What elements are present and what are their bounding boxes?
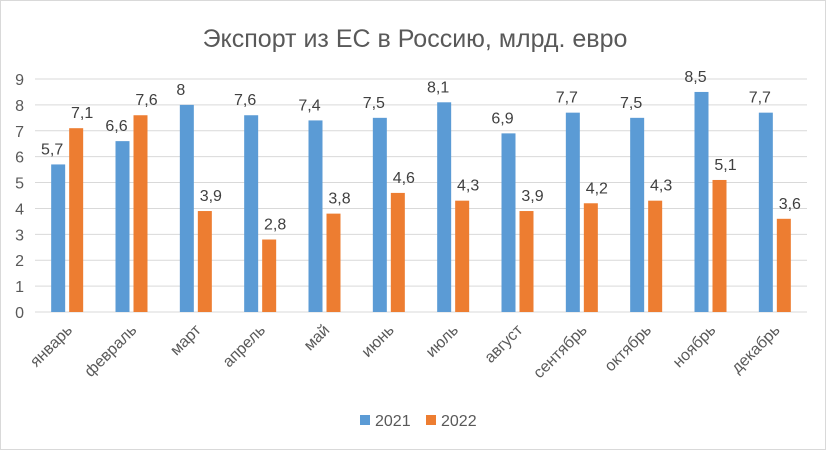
data-label-2022-февраль: 7,6 <box>135 92 157 109</box>
bar-2022-декабрь <box>776 218 791 312</box>
x-tick-label: январь <box>27 322 76 371</box>
data-labels: 5,7 7,1 6,6 7,6 8 3,9 7,6 2,8 7,4 3,8 7,5 4,6 8,1 4,3… <box>41 69 801 234</box>
data-label-2021-июнь: 7,5 <box>363 95 385 112</box>
bar-2021-январь <box>51 164 66 312</box>
y-tick-label: 3 <box>15 227 24 244</box>
bar-2021-февраль <box>115 141 130 312</box>
data-label-2021-октябрь: 7,5 <box>620 95 642 112</box>
bar-2021-декабрь <box>758 112 773 313</box>
bar-2022-август <box>519 211 534 312</box>
bar-2021-август <box>501 133 516 312</box>
x-tick-label: июль <box>423 322 462 361</box>
y-axis-ticks: 0 1 2 3 4 5 6 7 8 9 <box>15 72 24 322</box>
data-label-2022-июль: 4,3 <box>457 178 479 195</box>
data-label-2022-март: 3,9 <box>200 188 222 205</box>
chart-title: Экспорт из ЕС в Россию, млрд. евро <box>203 25 628 53</box>
data-label-2021-март: 8 <box>176 82 185 99</box>
legend-swatch-2022 <box>426 415 436 425</box>
bar-2022-апрель <box>262 239 277 312</box>
data-label-2021-ноябрь: 8,5 <box>684 69 706 86</box>
data-label-2021-апрель: 7,6 <box>234 92 256 109</box>
y-tick-label: 0 <box>15 305 24 322</box>
data-label-2021-февраль: 6,6 <box>105 118 127 135</box>
data-label-2021-июль: 8,1 <box>427 79 449 96</box>
data-label-2022-сентябрь: 4,2 <box>586 180 608 197</box>
bar-2021-июль <box>437 102 452 312</box>
bar-2022-сентябрь <box>583 203 598 312</box>
y-tick-label: 6 <box>15 150 24 167</box>
x-tick-label: декабрь <box>729 322 784 377</box>
legend-swatch-2021 <box>360 415 370 425</box>
data-label-2022-ноябрь: 5,1 <box>714 157 736 174</box>
bar-2021-сентябрь <box>565 112 580 313</box>
data-label-2022-январь: 7,1 <box>71 105 93 122</box>
bar-2022-январь <box>69 128 84 312</box>
data-label-2022-август: 3,9 <box>521 188 543 205</box>
x-tick-label: август <box>482 321 527 366</box>
y-tick-label: 5 <box>15 176 24 193</box>
data-label-2022-октябрь: 4,3 <box>650 178 672 195</box>
y-tick-label: 8 <box>15 98 24 115</box>
data-label-2022-декабрь: 3,6 <box>779 196 801 213</box>
x-tick-label: апрель <box>220 322 269 371</box>
gridlines <box>35 78 807 313</box>
bar-2021-апрель <box>244 115 259 312</box>
bar-2021-май <box>308 120 323 312</box>
data-label-2021-август: 6,9 <box>491 110 513 127</box>
data-label-2021-сентябрь: 7,7 <box>556 90 578 107</box>
data-label-2021-январь: 5,7 <box>41 141 63 158</box>
legend-label-2021: 2021 <box>375 413 411 430</box>
legend: 2021 2022 <box>360 413 477 430</box>
y-tick-label: 4 <box>15 201 24 218</box>
bar-2022-февраль <box>133 115 148 312</box>
bar-2022-июль <box>455 200 470 312</box>
x-tick-label: июнь <box>359 322 398 361</box>
legend-item-2022: 2022 <box>426 413 477 430</box>
bar-2022-май <box>326 213 341 312</box>
x-tick-label: ноябрь <box>670 322 719 371</box>
x-tick-label: февраль <box>82 322 141 381</box>
legend-label-2022: 2022 <box>441 413 477 430</box>
x-tick-label: октябрь <box>602 322 655 375</box>
data-label-2022-июнь: 4,6 <box>393 170 415 187</box>
bar-2021-октябрь <box>630 117 645 312</box>
legend-item-2021: 2021 <box>360 413 411 430</box>
bar-2022-октябрь <box>648 200 663 312</box>
data-label-2022-май: 3,8 <box>328 191 350 208</box>
bar-2022-июнь <box>390 192 405 312</box>
y-tick-label: 7 <box>15 124 24 141</box>
x-axis-ticks: январь февраль март апрель май июнь июль август… <box>27 321 783 382</box>
y-tick-label: 1 <box>15 279 24 296</box>
y-tick-label: 2 <box>15 253 24 270</box>
y-tick-label: 9 <box>15 72 24 89</box>
bar-2021-март <box>179 104 194 312</box>
bars <box>51 91 791 313</box>
bar-2021-июнь <box>372 117 387 312</box>
x-tick-label: сентябрь <box>530 322 590 382</box>
bar-2021-ноябрь <box>694 91 709 312</box>
data-label-2021-декабрь: 7,7 <box>749 90 771 107</box>
bar-2022-март <box>197 211 212 312</box>
data-label-2021-май: 7,4 <box>298 97 320 114</box>
bar-2022-ноябрь <box>712 179 727 312</box>
x-tick-label: март <box>167 321 205 359</box>
data-label-2022-апрель: 2,8 <box>264 217 286 234</box>
x-tick-label: май <box>301 322 333 354</box>
